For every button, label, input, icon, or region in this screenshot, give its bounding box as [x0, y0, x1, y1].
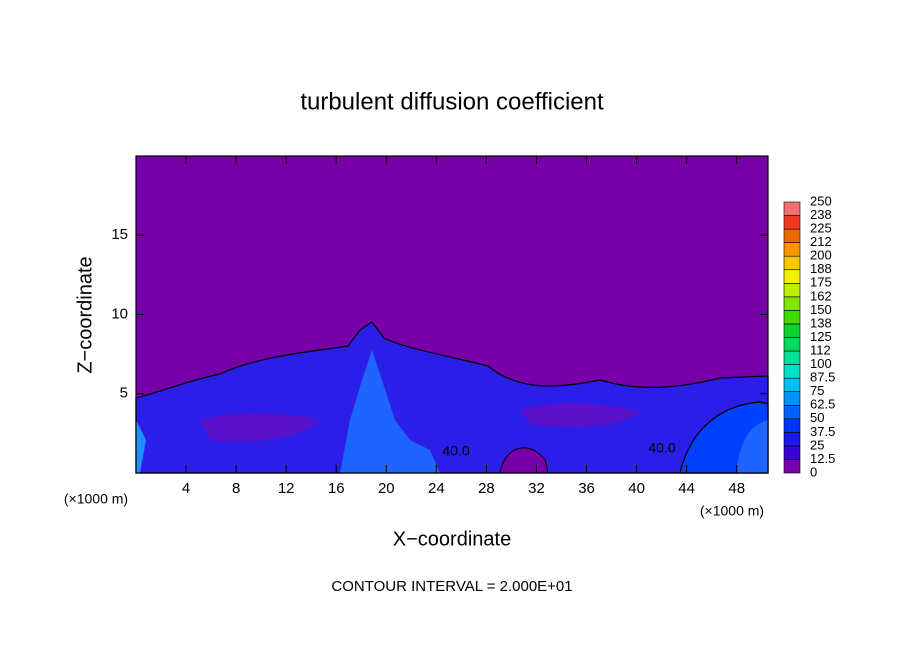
colorbar-bin — [783, 418, 801, 433]
x-tick-label: 4 — [182, 480, 190, 497]
footer-note: CONTOUR INTERVAL = 2.000E+01 — [331, 578, 572, 595]
x-axis-label: X−coordinate — [393, 528, 511, 550]
x-tick-label: 8 — [232, 480, 240, 497]
x-tick-label: 16 — [328, 480, 345, 497]
colorbar-label: 75 — [810, 383, 824, 398]
x-tick-label: 24 — [428, 480, 445, 497]
colorbar-bin — [783, 459, 801, 474]
y-tick-label: 10 — [111, 305, 128, 322]
y-tick-label: 15 — [111, 226, 128, 243]
x-tick-label: 12 — [278, 480, 295, 497]
colorbar-bin — [783, 296, 801, 311]
colorbar-label: 62.5 — [810, 397, 835, 412]
colorbar-label: 37.5 — [810, 424, 835, 439]
x-tick-label: 40 — [628, 480, 645, 497]
colorbar-label: 212 — [810, 234, 832, 249]
colorbar-label: 25 — [810, 437, 824, 452]
x-tick-label: 28 — [478, 480, 495, 497]
colorbar-label: 238 — [810, 207, 832, 222]
colorbar-bin — [783, 282, 801, 298]
colorbar-label: 112 — [810, 342, 831, 357]
field-region — [200, 413, 320, 442]
colorbar-label: 250 — [810, 193, 832, 208]
contour-label: 40.0 — [442, 443, 469, 459]
colorbar-label: 0 — [810, 464, 817, 479]
colorbar-label: 50 — [810, 410, 824, 425]
colorbar-label: 175 — [810, 275, 832, 290]
x-tick-label: 36 — [578, 480, 595, 497]
colorbar-label: 138 — [810, 315, 832, 330]
contour-label: 40.0 — [648, 440, 675, 456]
colorbar-bin — [783, 310, 801, 325]
colorbar-label: 225 — [810, 221, 832, 236]
x-tick-label: 48 — [728, 480, 745, 497]
field — [135, 156, 769, 474]
colorbar-bin — [783, 391, 801, 406]
colorbar-bin — [783, 215, 801, 230]
colorbar-bin — [783, 364, 801, 379]
field-region — [520, 403, 640, 428]
x-axis-unit: (×1000 m) — [64, 491, 128, 507]
colorbar-bin — [783, 201, 801, 216]
x-tick-label: 32 — [528, 480, 545, 497]
field-region — [340, 350, 440, 473]
colorbar-bin — [783, 242, 801, 257]
colorbar-label: 162 — [810, 288, 832, 303]
colorbar-label: 87.5 — [810, 370, 835, 385]
colorbar-bin — [783, 432, 801, 447]
chart-title: turbulent diffusion coefficient — [300, 88, 604, 115]
colorbar-bin — [783, 255, 801, 271]
colorbar-label: 150 — [810, 302, 832, 317]
colorbar-bin — [783, 228, 801, 243]
colorbar-bin — [783, 377, 801, 392]
colorbar-bin — [783, 269, 801, 284]
colorbar-label: 125 — [810, 329, 832, 344]
x-tick-label: 44 — [678, 480, 695, 497]
colorbar-bin — [783, 323, 801, 338]
colorbar-bin — [783, 404, 801, 420]
field-region — [736, 420, 768, 473]
colorbar-label: 12.5 — [810, 451, 835, 466]
colorbar-label: 100 — [810, 356, 832, 371]
colorbar-bin — [783, 445, 801, 460]
colorbar-bin — [783, 350, 801, 365]
x-tick-label: 20 — [378, 480, 395, 497]
y-tick-label: 5 — [120, 385, 128, 402]
field-region — [136, 420, 146, 473]
colorbar-bin — [783, 337, 801, 352]
colorbar-label: 200 — [810, 248, 832, 263]
y-axis-label: Z−coordinate — [74, 256, 96, 373]
field-region — [135, 321, 769, 474]
x-axis-unit: (×1000 m) — [700, 503, 764, 519]
colorbar-label: 188 — [810, 261, 832, 276]
